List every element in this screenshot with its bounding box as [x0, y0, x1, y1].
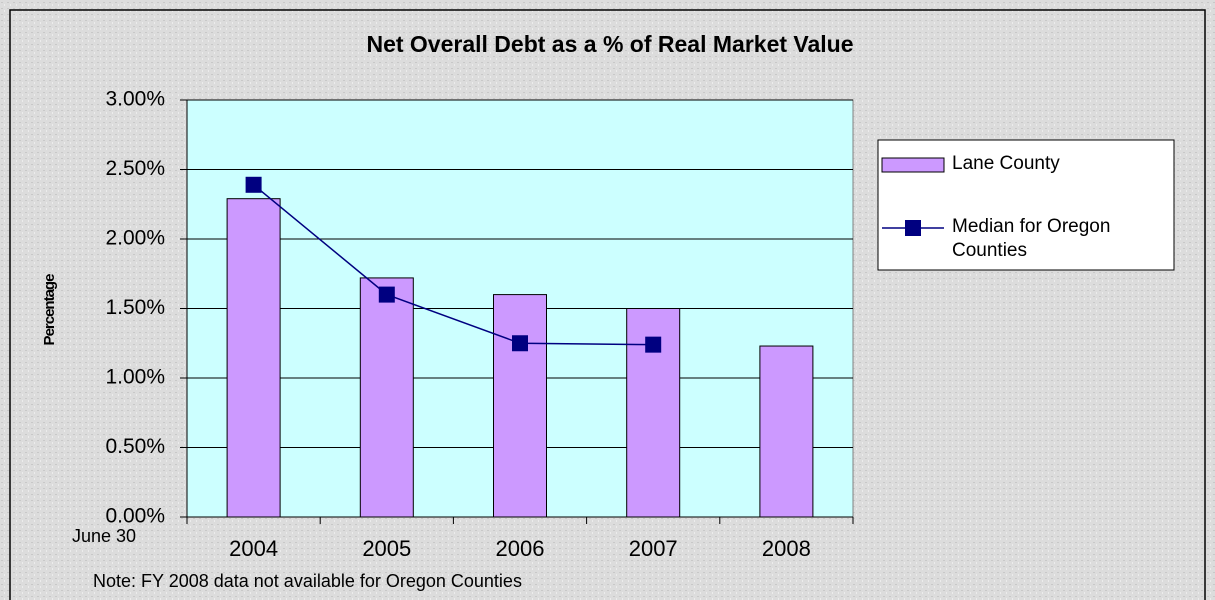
bar [626, 308, 681, 518]
bar [759, 345, 814, 518]
legend-entry: Lane County [952, 153, 1060, 174]
y-tick-label: 0.50% [105, 435, 165, 458]
marker [512, 335, 528, 352]
marker [245, 176, 262, 193]
y-tick-label: 2.50% [105, 157, 165, 180]
y-tick-label: 1.50% [105, 296, 165, 319]
y-tick-label: 0.00% [105, 505, 165, 528]
y-tick-label: 3.00% [105, 88, 165, 111]
x-tick-label: 2008 [762, 536, 811, 561]
y-axis-label: Percentage [41, 274, 58, 346]
line [253, 184, 654, 346]
legend-swatch [905, 220, 921, 236]
marker [645, 336, 662, 353]
chart-border [9, 9, 1206, 600]
chart-title: Net Overall Debt as a % of Real Market V… [366, 31, 853, 57]
bar [493, 294, 547, 518]
bar [359, 277, 414, 518]
x-tick-label: 2005 [362, 536, 411, 561]
x-tick-label: 2004 [229, 536, 278, 561]
y-tick-label: 1.00% [105, 366, 165, 389]
x-tick-label: 2006 [496, 536, 545, 561]
legend-swatch [881, 157, 945, 173]
legend-label: Median for Oregon Counties [952, 216, 1111, 261]
legend-entry: Median for Oregon Counties [952, 216, 1111, 261]
bar [226, 198, 281, 518]
marker [378, 286, 395, 303]
x-axis-label: June 30 [72, 526, 136, 546]
y-tick-label: 2.00% [105, 227, 165, 250]
note: Note: FY 2008 data not available for Ore… [93, 571, 522, 591]
legend-label: Lane County [952, 153, 1060, 174]
x-tick-label: 2007 [629, 536, 678, 561]
